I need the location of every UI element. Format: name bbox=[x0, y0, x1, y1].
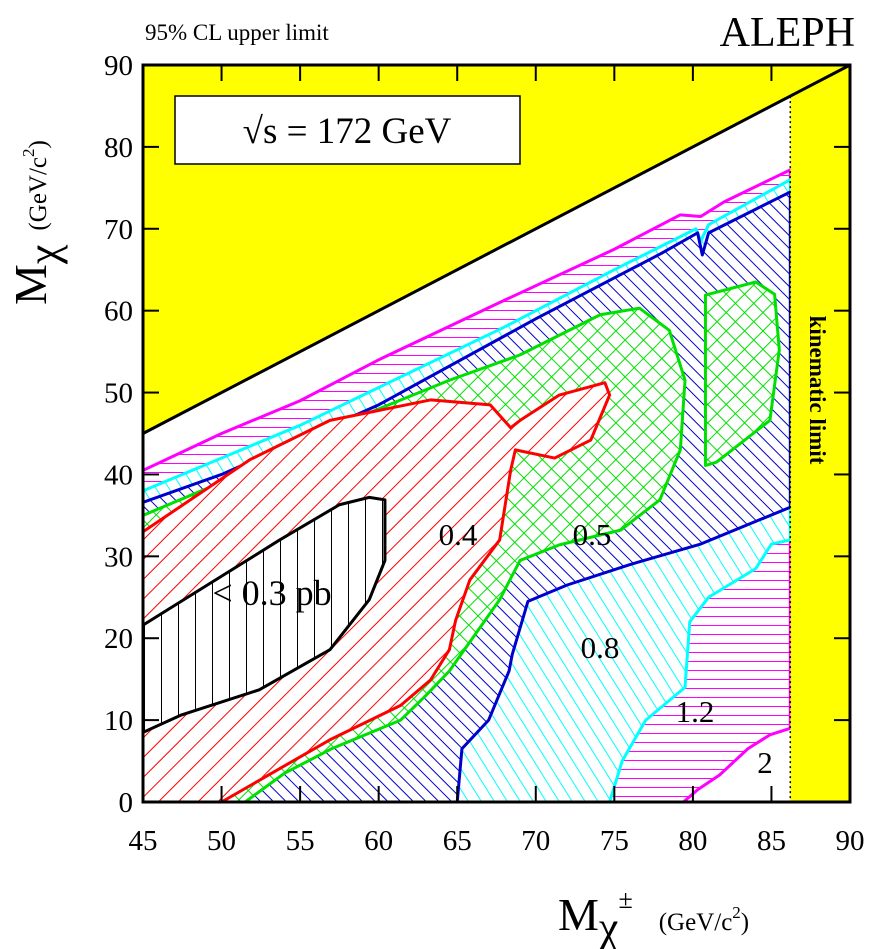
y-tick-label: 20 bbox=[104, 623, 133, 655]
y-tick-label: 60 bbox=[104, 296, 133, 328]
chart-title: 95% CL upper limit bbox=[145, 20, 329, 45]
x-label-unit-sup: 2 bbox=[732, 903, 741, 922]
x-label-unit-end: ) bbox=[741, 909, 749, 936]
contour-region bbox=[703, 280, 781, 467]
contour-region bbox=[143, 381, 612, 802]
diagonal-line bbox=[143, 65, 850, 435]
y-label-unit-sup: 2 bbox=[19, 148, 38, 157]
contour-label: < 0.3 pb bbox=[212, 573, 331, 613]
y-tick-label: 90 bbox=[104, 50, 133, 82]
kinematic-label: kinematic limit bbox=[805, 316, 830, 465]
y-tick-label: 80 bbox=[104, 132, 133, 164]
y-tick-label: 50 bbox=[104, 378, 133, 410]
y-label-unit-end: ) bbox=[25, 140, 52, 148]
x-axis-label: Mχ± (GeV/c2) bbox=[558, 885, 749, 949]
x-tick-label: 75 bbox=[600, 825, 629, 857]
x-label-symbol: M bbox=[558, 889, 599, 940]
kinematic-strip bbox=[790, 65, 850, 802]
x-tick-label: 85 bbox=[757, 825, 786, 857]
plot-area: 2 1.2 0.8 0.5 0.4 < 0.3 pb 45 50 55 60 65 70 75 80 85 9… bbox=[104, 50, 865, 857]
x-tick-label: 50 bbox=[207, 825, 236, 857]
x-label-unit: (GeV/c bbox=[659, 909, 733, 936]
contour-label: 0.4 bbox=[439, 517, 478, 552]
x-label-sub: χ bbox=[598, 903, 619, 949]
contour-label: 0.5 bbox=[573, 517, 612, 552]
x-tick-label: 80 bbox=[678, 825, 707, 857]
y-tick-label: 30 bbox=[104, 541, 133, 573]
contour-region bbox=[143, 495, 387, 734]
y-label-symbol: M bbox=[5, 264, 56, 305]
x-tick-label: 90 bbox=[836, 825, 865, 857]
x-tick-label: 55 bbox=[286, 825, 315, 857]
contours bbox=[143, 65, 850, 802]
experiment-label: ALEPH bbox=[720, 10, 855, 56]
y-axis-label: Mχ (GeV/c2) bbox=[5, 140, 68, 305]
y-tick-label: 10 bbox=[104, 705, 133, 737]
x-tick-label: 70 bbox=[521, 825, 550, 857]
y-label-sub: χ bbox=[19, 244, 68, 265]
y-tick-label: 40 bbox=[104, 459, 133, 491]
y-label-unit: (GeV/c bbox=[25, 157, 52, 231]
x-tick-label: 45 bbox=[129, 825, 158, 857]
x-label-sup: ± bbox=[618, 885, 632, 914]
annotation-box bbox=[174, 95, 521, 165]
x-tick-label: 65 bbox=[443, 825, 472, 857]
x-tick-label: 60 bbox=[364, 825, 393, 857]
contour-label: 1.2 bbox=[676, 694, 715, 729]
annotation: √s = 172 GeV bbox=[243, 111, 452, 152]
axes-frame bbox=[141, 63, 852, 804]
y-tick-label: 70 bbox=[104, 214, 133, 246]
contour-label: 2 bbox=[757, 745, 773, 780]
y-tick-label: 0 bbox=[119, 787, 134, 819]
contour-label: 0.8 bbox=[581, 630, 620, 665]
